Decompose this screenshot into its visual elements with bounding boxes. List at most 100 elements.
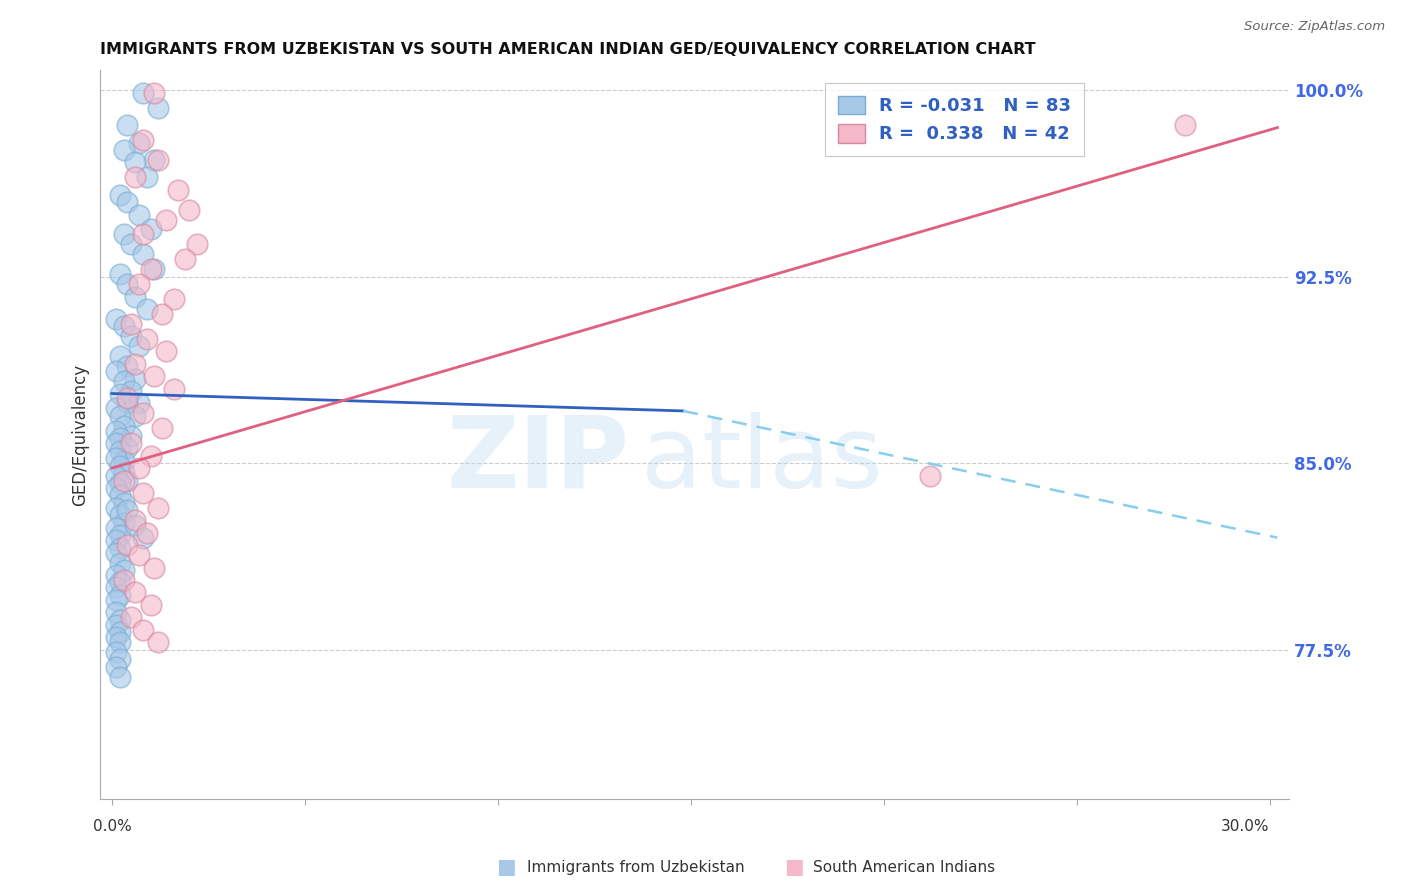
Point: [128, 136, 150, 150]
Point: [108, 652, 131, 666]
Point: [124, 585, 146, 599]
Point: [108, 670, 131, 684]
Point: [920, 468, 942, 483]
Point: [128, 461, 150, 475]
Point: [163, 292, 186, 306]
Point: [120, 610, 142, 624]
Point: [132, 531, 155, 545]
Point: [117, 359, 139, 374]
Point: [112, 516, 135, 530]
Point: [120, 436, 142, 450]
Point: [148, 153, 170, 167]
Point: [104, 581, 127, 595]
Point: [108, 613, 131, 627]
Point: [148, 500, 170, 515]
Point: [104, 500, 127, 515]
Point: [117, 538, 139, 552]
Point: [112, 143, 135, 157]
Point: [112, 466, 135, 480]
Point: [108, 267, 131, 281]
Point: [139, 222, 162, 236]
Point: [112, 418, 135, 433]
Point: [104, 630, 127, 644]
Point: [112, 227, 135, 242]
Point: [104, 468, 127, 483]
Point: [108, 508, 131, 523]
Point: [1174, 118, 1197, 132]
Point: [108, 475, 131, 490]
Point: [143, 86, 166, 100]
Text: atlas: atlas: [641, 411, 883, 508]
Point: [104, 645, 127, 659]
Point: [132, 247, 155, 261]
Point: [104, 481, 127, 495]
Point: [132, 623, 155, 637]
Point: [112, 319, 135, 334]
Point: [120, 384, 142, 398]
Point: [104, 401, 127, 416]
Text: Immigrants from Uzbekistan: Immigrants from Uzbekistan: [527, 860, 745, 874]
Point: [104, 617, 127, 632]
Point: [112, 573, 135, 587]
Point: [143, 560, 166, 574]
Point: [112, 563, 135, 577]
Point: [117, 503, 139, 517]
Point: [155, 344, 177, 359]
Point: [120, 329, 142, 343]
Point: [112, 496, 135, 510]
Point: [104, 660, 127, 674]
Point: [124, 371, 146, 385]
Point: [108, 488, 131, 502]
Point: [112, 453, 135, 467]
Point: [108, 443, 131, 458]
Point: [124, 155, 146, 169]
Text: ZIP: ZIP: [447, 411, 630, 508]
Point: [104, 605, 127, 619]
Point: [128, 339, 150, 353]
Point: [150, 421, 173, 435]
Point: [104, 568, 127, 582]
Point: [108, 575, 131, 590]
Point: [124, 409, 146, 423]
Y-axis label: GED/Equivalency: GED/Equivalency: [72, 363, 89, 506]
Point: [108, 556, 131, 570]
Point: [117, 277, 139, 292]
Text: IMMIGRANTS FROM UZBEKISTAN VS SOUTH AMERICAN INDIAN GED/EQUIVALENCY CORRELATION : IMMIGRANTS FROM UZBEKISTAN VS SOUTH AMER…: [100, 42, 1036, 57]
Text: 30.0%: 30.0%: [1222, 819, 1270, 833]
Point: [104, 312, 127, 326]
Point: [132, 227, 155, 242]
Point: [117, 474, 139, 488]
Point: [163, 382, 186, 396]
Point: [155, 212, 177, 227]
Text: South American Indians: South American Indians: [813, 860, 995, 874]
Text: Source: ZipAtlas.com: Source: ZipAtlas.com: [1244, 20, 1385, 33]
Point: [135, 170, 157, 185]
Point: [108, 431, 131, 445]
Point: [124, 518, 146, 533]
Point: [166, 183, 188, 197]
Point: [148, 635, 170, 649]
Point: [104, 545, 127, 559]
Point: [117, 118, 139, 132]
Point: [179, 202, 201, 217]
Point: [139, 449, 162, 463]
Point: [128, 277, 150, 292]
Point: [150, 307, 173, 321]
Point: [117, 441, 139, 455]
Point: [104, 521, 127, 535]
Point: [135, 332, 157, 346]
Point: [104, 533, 127, 548]
Point: [104, 364, 127, 378]
Point: [128, 396, 150, 410]
Legend: R = -0.031   N = 83, R =  0.338   N = 42: R = -0.031 N = 83, R = 0.338 N = 42: [825, 83, 1084, 156]
Point: [112, 474, 135, 488]
Point: [135, 301, 157, 316]
Point: [120, 429, 142, 443]
Point: [135, 525, 157, 540]
Point: [174, 252, 197, 267]
Point: [132, 486, 155, 500]
Point: [139, 598, 162, 612]
Point: [186, 237, 208, 252]
Point: [143, 369, 166, 384]
Point: [117, 392, 139, 406]
